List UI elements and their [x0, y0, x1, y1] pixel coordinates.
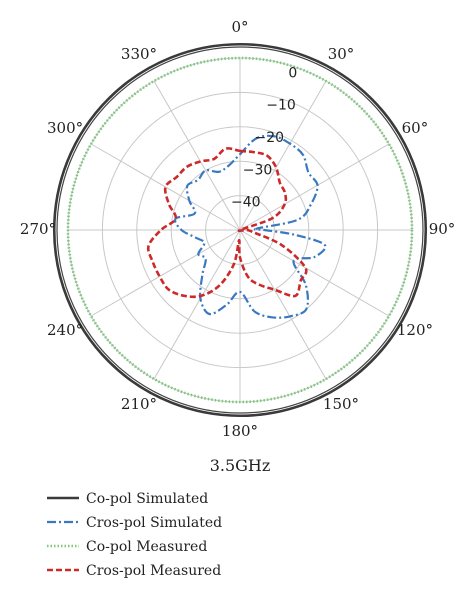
angular-grid-line	[239, 229, 390, 317]
angle-tick-label: 0°	[231, 18, 248, 36]
angle-tick-label: 210°	[121, 395, 157, 413]
angle-tick-label: 180°	[222, 422, 258, 440]
chart-caption: 3.5GHz	[210, 456, 271, 475]
angle-tick-label: 150°	[323, 395, 359, 413]
legend-label: Cros-pol Measured	[86, 563, 221, 579]
tick-labels: 0° 30° 60° 90° 120° 150° 180° 210° 240° 270° 300° 3…	[20, 18, 455, 440]
angle-tick-label: 270°	[20, 220, 56, 238]
angular-grid-line	[90, 143, 241, 231]
radial-tick-label: −20	[255, 130, 285, 146]
radial-tick-label: −40	[231, 195, 261, 211]
angular-grid-line	[239, 80, 327, 231]
angle-tick-label: 330°	[121, 45, 157, 63]
angular-grid-line	[239, 143, 390, 231]
radial-tick-label: −30	[243, 162, 273, 178]
angle-tick-label: 300°	[47, 119, 83, 137]
angle-tick-label: 120°	[397, 321, 433, 339]
series-line-co-pol-measured	[66, 56, 414, 404]
angle-tick-label: 30°	[328, 45, 355, 63]
angular-grid-line	[90, 229, 241, 317]
angle-tick-label: 60°	[402, 119, 429, 137]
polar-frame	[56, 46, 424, 414]
angle-tick-label: 90°	[429, 220, 456, 238]
angular-grid-line	[239, 229, 327, 380]
series-line-cros-pol-measured	[146, 147, 308, 299]
angular-grid-line	[153, 229, 241, 380]
legend-label: Cros-pol Simulated	[86, 515, 222, 531]
radial-tick-label: −10	[266, 98, 296, 114]
legend: Co-pol Simulated Cros-pol Simulated Co-pol…	[47, 491, 222, 579]
legend-label: Co-pol Measured	[86, 539, 207, 555]
series-line-cros-pol-simulated	[173, 134, 327, 319]
series-lines	[52, 42, 428, 418]
legend-label: Co-pol Simulated	[86, 491, 208, 507]
radial-tick-label: 0	[288, 65, 297, 81]
series-line-co-pol-simulated	[52, 42, 428, 418]
angular-grid-line	[153, 80, 241, 231]
angle-tick-label: 240°	[47, 321, 83, 339]
